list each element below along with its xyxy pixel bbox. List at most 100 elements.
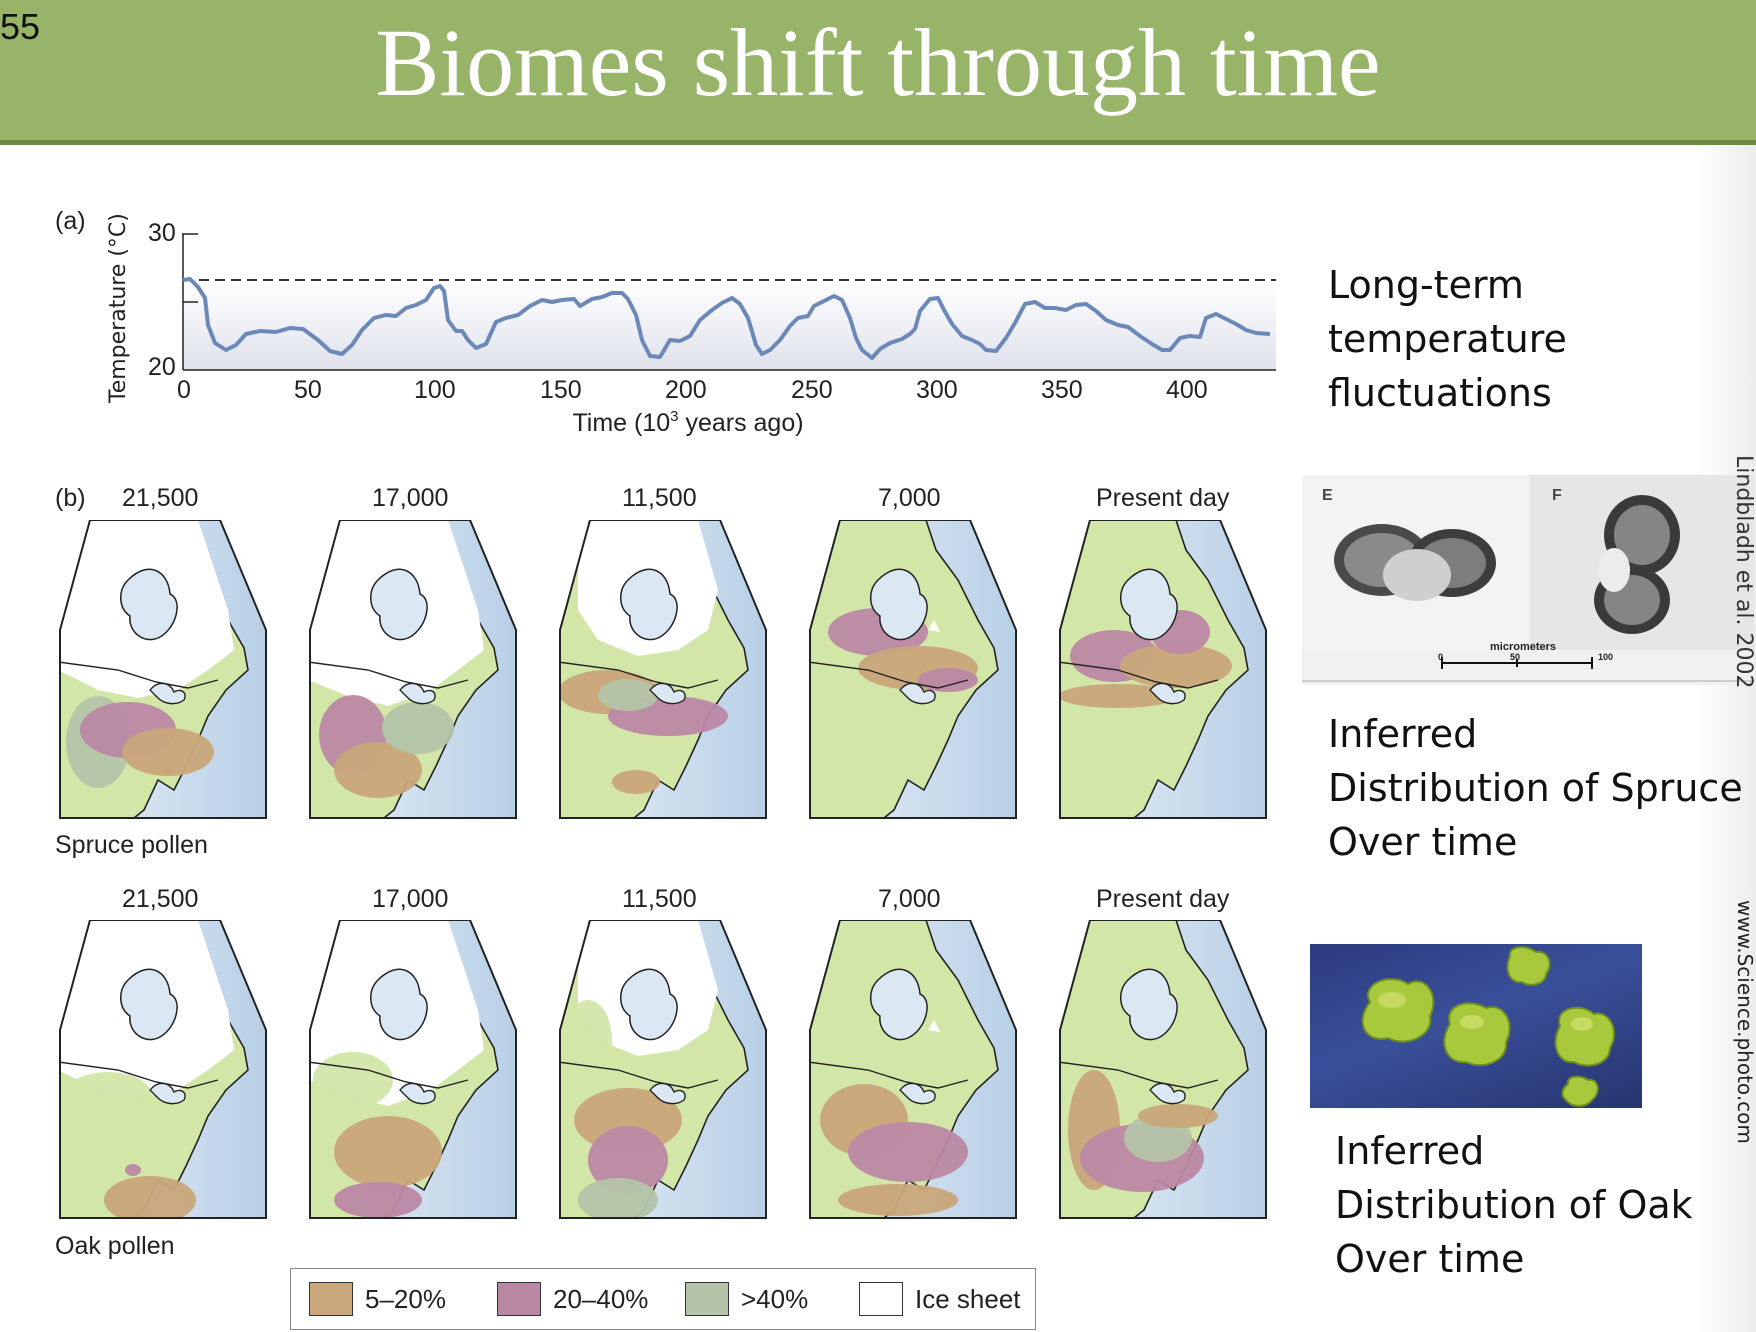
pollen-zone (64, 1072, 152, 1120)
pollen-zone (1120, 644, 1232, 688)
pollen-zone (612, 770, 660, 794)
border-line (310, 1061, 469, 1089)
y-axis-title: Temperature (°C) (106, 213, 131, 403)
hudson-bay (370, 568, 428, 641)
great-lakes (1149, 1082, 1186, 1105)
legend-label: Ice sheet (915, 1283, 1021, 1314)
great-lakes (149, 682, 186, 705)
oak-pollen-drawing (1361, 946, 1615, 1107)
border-line (310, 661, 469, 689)
oak-map (809, 920, 1017, 1219)
border-line (1060, 1061, 1219, 1089)
great-lakes (649, 682, 686, 705)
x-axis-title: Time (103 years ago) (572, 408, 803, 437)
border-line (560, 1061, 719, 1089)
spruce-pollen-label: Spruce pollen (55, 831, 208, 859)
time-label: 11,500 (622, 484, 697, 512)
legend: 5–20% 20–40% >40% Ice sheet (290, 1268, 1036, 1330)
hudson-bay (870, 968, 928, 1041)
oak-pollen-label: Oak pollen (55, 1232, 175, 1260)
oak-caption: Inferred Distribution of Oak Over time (1335, 1129, 1693, 1281)
pollen-zone (382, 702, 454, 754)
border-line (560, 661, 719, 689)
micrograph-drawing (1302, 475, 1754, 682)
oak-pollen-photo (1310, 944, 1642, 1108)
hudson-bay (120, 568, 178, 641)
pollen-zone (1138, 1104, 1218, 1128)
panel-e-label: E (1322, 487, 1333, 504)
legend-swatch (859, 1282, 903, 1316)
x-tick-label: 150 (540, 376, 582, 404)
time-label: 17,000 (372, 484, 449, 512)
spruce-pollen-micrograph: E F micrometers 0 50 100 (1302, 475, 1754, 685)
map-frame (309, 920, 517, 1219)
panel-f-label: F (1552, 487, 1562, 504)
hudson-bay (1120, 968, 1178, 1041)
temperature-caption: Long-term temperature fluctuations (1328, 263, 1567, 415)
oak-map (1059, 920, 1267, 1219)
legend-item: 20–40% (497, 1281, 648, 1317)
scale-tick-label: 0 (1438, 652, 1444, 662)
pollen-zone (125, 1164, 141, 1176)
pollen-zone (122, 728, 214, 776)
map-frame (559, 520, 767, 819)
map-frame (1059, 520, 1267, 819)
scale-tick-label: 50 (1510, 652, 1521, 662)
spruce-map (809, 520, 1017, 819)
time-label: Present day (1096, 484, 1230, 512)
border-line (60, 661, 219, 689)
pollen-zone (588, 1126, 668, 1194)
x-tick-label: 350 (1041, 376, 1083, 404)
oak-map (559, 920, 767, 1219)
time-label: Present day (1096, 885, 1230, 913)
oak-map (59, 920, 267, 1219)
legend-item: Ice sheet (859, 1281, 1021, 1317)
x-tick-label: 0 (177, 376, 191, 404)
great-lakes (399, 1082, 436, 1105)
x-tick-label: 100 (414, 376, 456, 404)
side-shade (1696, 145, 1756, 1332)
great-lakes (649, 1082, 686, 1105)
great-lakes (1149, 682, 1186, 705)
pollen-zone (104, 1176, 196, 1218)
pollen-zone (918, 668, 978, 692)
temperature-band (183, 280, 1276, 370)
x-tick-label: 400 (1166, 376, 1208, 404)
legend-label: 5–20% (365, 1283, 446, 1314)
oak-map (309, 920, 517, 1219)
y-tick-label: 30 (148, 219, 176, 247)
pollen-zone (334, 1182, 422, 1218)
great-lakes (399, 682, 436, 705)
time-label: 17,000 (372, 885, 449, 913)
panel-a-label: (a) (55, 207, 86, 235)
hudson-bay (870, 568, 928, 641)
x-tick-label: 200 (665, 376, 707, 404)
legend-label: 20–40% (553, 1283, 649, 1314)
pollen-grain-e (1334, 524, 1496, 601)
credit-science-photo: www.Science.photo.com (1733, 900, 1756, 1144)
border-line (1060, 661, 1219, 689)
map-frame (1059, 920, 1267, 1219)
map-frame (809, 920, 1017, 1219)
credit-lindbladh: Lindbladh et al. 2002 (1731, 455, 1756, 689)
ice-sheet (928, 1020, 940, 1032)
spruce-map (559, 520, 767, 819)
map-frame (559, 920, 767, 1219)
border-line (810, 661, 969, 689)
map-frame (59, 920, 267, 1219)
spruce-map (309, 520, 517, 819)
great-lakes (899, 1082, 936, 1105)
x-tick-label: 250 (791, 376, 833, 404)
legend-swatch (309, 1282, 353, 1316)
legend-swatch (685, 1282, 729, 1316)
pollen-zone (598, 679, 658, 711)
hudson-bay (120, 968, 178, 1041)
legend-label: >40% (741, 1283, 809, 1314)
map-frame (809, 520, 1017, 819)
time-label: 21,500 (122, 484, 199, 512)
y-tick-label: 20 (148, 353, 176, 381)
border-line (810, 1061, 969, 1089)
hudson-bay (620, 568, 678, 641)
x-tick-label: 300 (916, 376, 958, 404)
